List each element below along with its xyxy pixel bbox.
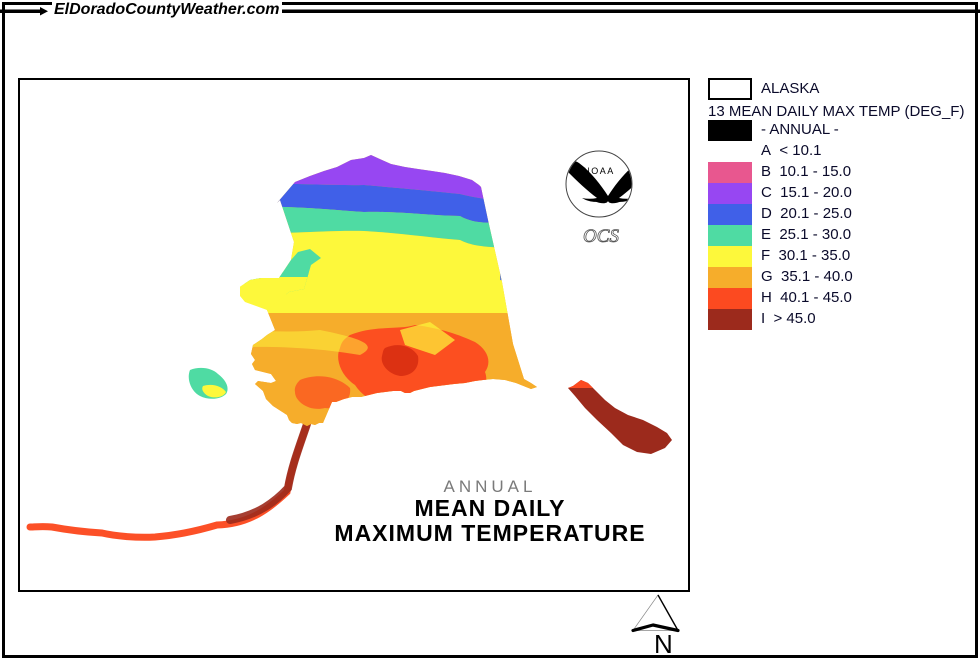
svg-text:NOAA: NOAA (583, 166, 615, 176)
svg-text:N: N (654, 629, 673, 659)
svg-text:OCS: OCS (583, 226, 619, 247)
